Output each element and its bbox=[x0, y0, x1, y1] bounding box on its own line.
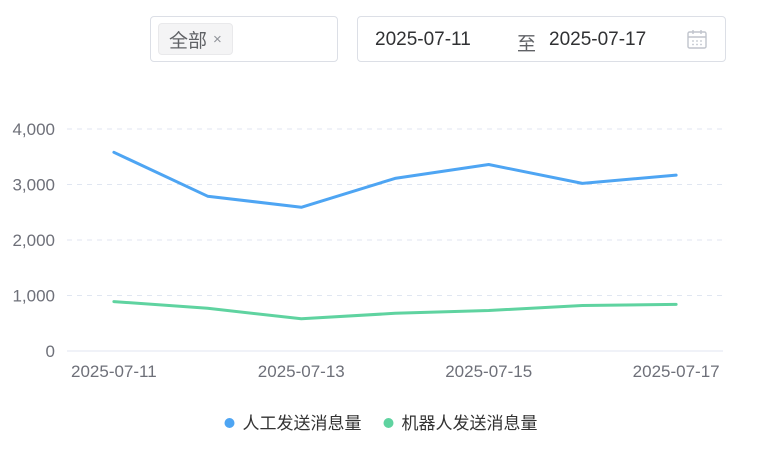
y-tick-label: 1,000 bbox=[12, 287, 55, 306]
y-tick-label: 0 bbox=[46, 342, 55, 361]
legend-label-1: 机器人发送消息量 bbox=[402, 414, 538, 433]
x-tick-label: 2025-07-13 bbox=[258, 362, 345, 381]
date-range-separator: 至 bbox=[517, 34, 537, 55]
x-tick-label: 2025-07-17 bbox=[633, 362, 720, 381]
date-range-picker[interactable]: 2025-07-11 至 2025-07-17 bbox=[357, 16, 726, 62]
y-tick-label: 4,000 bbox=[12, 120, 55, 139]
x-tick-label: 2025-07-11 bbox=[71, 362, 157, 381]
series-line-1 bbox=[112, 300, 678, 321]
filter-tag-label: 全部 bbox=[169, 30, 208, 52]
legend-label-0: 人工发送消息量 bbox=[243, 414, 362, 433]
legend-marker-0 bbox=[224, 418, 235, 428]
y-tick-label: 2,000 bbox=[12, 231, 55, 250]
filter-tag: 全部 × bbox=[158, 23, 233, 55]
y-tick-label: 3,000 bbox=[12, 176, 55, 195]
channel-filter-select[interactable]: 全部 × bbox=[150, 16, 338, 62]
end-date-input[interactable]: 2025-07-17 bbox=[549, 29, 647, 50]
calendar-icon[interactable] bbox=[685, 27, 709, 51]
x-tick-label: 2025-07-15 bbox=[445, 362, 532, 381]
start-date-input[interactable]: 2025-07-11 bbox=[375, 29, 471, 50]
legend-marker-1 bbox=[383, 418, 394, 428]
close-icon[interactable]: × bbox=[213, 30, 222, 48]
series-line-0 bbox=[112, 150, 678, 209]
